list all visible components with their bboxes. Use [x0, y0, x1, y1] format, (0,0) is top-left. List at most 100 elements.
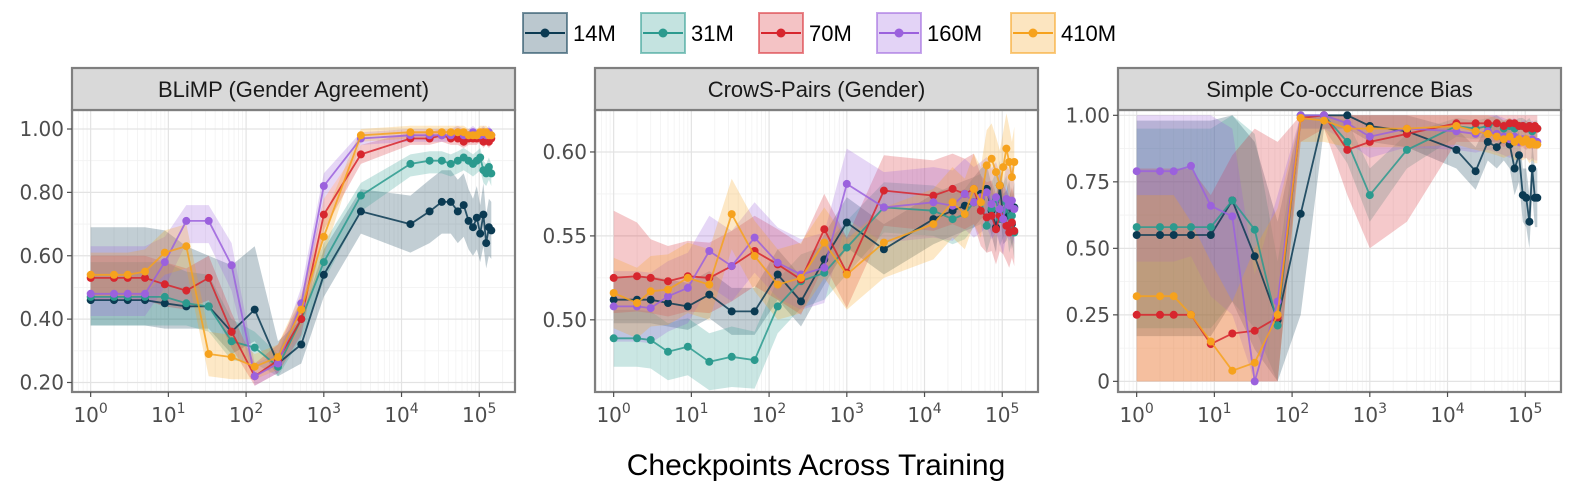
data-point: [842, 179, 851, 188]
data-point: [487, 226, 496, 235]
confidence-band-160m: [90, 125, 492, 386]
data-point: [664, 292, 672, 301]
panel-title: BLiMP (Gender Agreement): [158, 77, 429, 102]
legend-key-point: [540, 28, 550, 38]
data-point: [1206, 223, 1215, 232]
data-point: [297, 305, 306, 314]
panel-blimp-gender-agreement: BLiMP (Gender Agreement) 0.20 0.40 0.60 0.80…: [19, 66, 517, 427]
data-point: [406, 128, 415, 137]
data-point: [1320, 116, 1328, 125]
data-point: [960, 210, 969, 219]
data-point: [633, 299, 641, 307]
x-tick-label: 104: [1430, 401, 1464, 427]
data-point: [609, 289, 618, 297]
data-point: [1132, 292, 1141, 301]
confidence-band-14m: [613, 160, 1015, 335]
strip-background: [70, 66, 517, 112]
data-point: [1343, 124, 1352, 133]
data-point: [609, 273, 618, 282]
data-point: [727, 307, 736, 316]
x-axis: 100 101 102 103 104 105: [73, 392, 496, 427]
data-point: [929, 191, 938, 200]
gridlines: [1118, 110, 1561, 392]
chart-panels: BLiMP (Gender Agreement) 0.20 0.40 0.60 0.80…: [19, 66, 1563, 427]
data-point: [1471, 167, 1480, 176]
data-point: [437, 128, 446, 137]
data-point: [1156, 167, 1164, 176]
legend-item-160m: 160M: [876, 12, 982, 54]
data-point: [982, 188, 991, 197]
data-point: [227, 261, 236, 270]
data-point: [1483, 119, 1492, 128]
series-410m: [1136, 115, 1538, 382]
data-point: [297, 340, 306, 349]
data-point: [982, 161, 991, 170]
data-point: [1343, 145, 1352, 154]
data-point: [992, 193, 1000, 202]
confidence-band-14m: [90, 170, 492, 377]
series-line-410m: [609, 144, 1019, 307]
x-tick-label: 104: [907, 401, 941, 427]
x-tick-label: 103: [1353, 401, 1387, 427]
data-point: [204, 273, 213, 282]
data-point: [664, 299, 672, 307]
data-point: [453, 134, 462, 143]
data-point: [842, 270, 851, 279]
data-point: [1533, 140, 1542, 149]
y-tick-label: 0: [1097, 369, 1110, 393]
y-tick-label: 0.20: [19, 370, 64, 394]
data-point: [227, 353, 236, 362]
x-tick-label: 105: [462, 401, 496, 427]
data-point: [1169, 223, 1178, 232]
data-point: [356, 150, 365, 159]
data-point: [609, 334, 618, 343]
data-point: [1187, 231, 1195, 239]
x-tick-label: 104: [384, 401, 418, 427]
panel-title: Simple Co-occurrence Bias: [1206, 77, 1473, 102]
confidence-band-160m: [1136, 115, 1538, 382]
plot-background: [595, 110, 1038, 392]
data-point: [110, 270, 118, 279]
data-point: [1250, 326, 1259, 335]
data-point: [297, 315, 306, 324]
data-point: [995, 181, 1004, 190]
data-point: [1402, 124, 1411, 133]
panel-simple-co-occurrence-bias: Simple Co-occurrence Bias 0 0.25 0.50 0.75 1.…: [1065, 66, 1563, 427]
confidence-band-70m: [90, 129, 492, 386]
legend: 14M 31M 70M 160M 410M: [522, 12, 1116, 54]
data-point: [453, 128, 462, 137]
data-point: [1365, 132, 1374, 141]
data-point: [319, 182, 328, 190]
y-tick-label: 1.00: [1065, 103, 1110, 127]
data-point: [705, 280, 714, 289]
series-160m: [613, 148, 1015, 344]
data-point: [1273, 310, 1282, 319]
data-point: [773, 270, 782, 279]
data-point: [1228, 366, 1237, 375]
data-point: [1132, 310, 1141, 319]
confidence-band-14m: [1136, 115, 1538, 382]
data-point: [425, 128, 434, 137]
series-70m: [90, 129, 492, 386]
data-point: [1250, 377, 1259, 386]
y-tick-label: 0.75: [1065, 170, 1110, 194]
data-point: [995, 205, 1004, 213]
series-line-410m: [86, 128, 496, 371]
data-point: [479, 210, 488, 219]
data-point: [1510, 164, 1519, 173]
y-tick-label: 0.40: [19, 307, 64, 331]
legend-label: 160M: [927, 21, 982, 46]
data-point: [999, 215, 1008, 224]
data-point: [1343, 111, 1352, 120]
data-point: [274, 353, 282, 362]
series-line-14m: [86, 197, 496, 368]
y-axis: 0 0.25 0.50 0.75 1.00: [1065, 103, 1118, 393]
data-point: [929, 206, 938, 215]
data-point: [1343, 137, 1352, 146]
data-point: [406, 159, 415, 168]
x-tick-label: 100: [73, 401, 107, 427]
series-160m: [1136, 115, 1538, 382]
x-tick-label: 102: [752, 401, 786, 427]
